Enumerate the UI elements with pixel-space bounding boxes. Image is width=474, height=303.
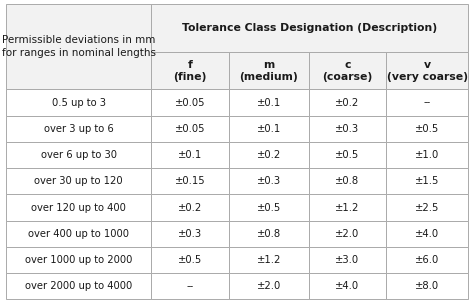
Text: over 120 up to 400: over 120 up to 400 [31, 202, 126, 212]
Text: --: -- [424, 98, 431, 108]
Text: over 400 up to 1000: over 400 up to 1000 [28, 229, 129, 239]
Text: ±2.0: ±2.0 [257, 281, 281, 291]
Bar [309, 221, 386, 247]
Bar [386, 195, 468, 221]
Text: ±0.5: ±0.5 [178, 255, 202, 265]
Text: ±0.2: ±0.2 [335, 98, 360, 108]
Bar [386, 221, 468, 247]
Text: 0.5 up to 3: 0.5 up to 3 [52, 98, 106, 108]
Text: ±6.0: ±6.0 [415, 255, 439, 265]
Bar [229, 52, 309, 89]
Bar [309, 52, 386, 89]
Bar [386, 116, 468, 142]
Text: c
(coarse): c (coarse) [322, 60, 373, 82]
Bar [229, 221, 309, 247]
Text: m
(medium): m (medium) [239, 60, 298, 82]
Text: ±1.2: ±1.2 [335, 202, 360, 212]
Bar [229, 273, 309, 299]
Text: ±0.1: ±0.1 [257, 124, 281, 134]
Bar [151, 4, 468, 52]
Text: Permissible deviations in mm
for ranges in nominal lengths: Permissible deviations in mm for ranges … [1, 35, 155, 58]
Bar [6, 273, 151, 299]
Bar [386, 52, 468, 89]
Text: ±0.05: ±0.05 [175, 124, 205, 134]
Text: ±4.0: ±4.0 [415, 229, 439, 239]
Text: ±2.5: ±2.5 [415, 202, 439, 212]
Bar [309, 247, 386, 273]
Text: ±2.0: ±2.0 [335, 229, 360, 239]
Bar [6, 116, 151, 142]
Bar [229, 247, 309, 273]
Bar [386, 273, 468, 299]
Bar [386, 142, 468, 168]
Bar [6, 142, 151, 168]
Bar [309, 89, 386, 116]
Bar [151, 168, 229, 195]
Bar [6, 4, 151, 89]
Text: ±0.2: ±0.2 [178, 202, 202, 212]
Text: v
(very coarse): v (very coarse) [387, 60, 468, 82]
Bar [151, 52, 229, 89]
Text: ±0.8: ±0.8 [257, 229, 281, 239]
Bar [229, 116, 309, 142]
Text: ±1.2: ±1.2 [256, 255, 281, 265]
Text: ±3.0: ±3.0 [336, 255, 359, 265]
Bar [6, 89, 151, 116]
Text: ±0.2: ±0.2 [257, 150, 281, 160]
Text: over 6 up to 30: over 6 up to 30 [41, 150, 117, 160]
Bar [229, 142, 309, 168]
Bar [386, 89, 468, 116]
Bar [6, 195, 151, 221]
Bar [6, 221, 151, 247]
Text: ±1.0: ±1.0 [415, 150, 439, 160]
Text: f
(fine): f (fine) [173, 60, 207, 82]
Bar [309, 195, 386, 221]
Bar [151, 247, 229, 273]
Bar [309, 273, 386, 299]
Text: ±0.5: ±0.5 [335, 150, 360, 160]
Bar [151, 221, 229, 247]
Text: ±0.3: ±0.3 [336, 124, 359, 134]
Text: Tolerance Class Designation (Description): Tolerance Class Designation (Description… [182, 23, 438, 33]
Text: ±0.1: ±0.1 [178, 150, 202, 160]
Bar [6, 247, 151, 273]
Bar [309, 142, 386, 168]
Text: over 30 up to 120: over 30 up to 120 [34, 176, 123, 186]
Bar [151, 273, 229, 299]
Bar [229, 195, 309, 221]
Text: over 1000 up to 2000: over 1000 up to 2000 [25, 255, 132, 265]
Text: over 2000 up to 4000: over 2000 up to 4000 [25, 281, 132, 291]
Bar [309, 116, 386, 142]
Text: --: -- [187, 281, 194, 291]
Text: ±0.3: ±0.3 [178, 229, 202, 239]
Text: ±0.05: ±0.05 [175, 98, 205, 108]
Text: ±0.5: ±0.5 [415, 124, 439, 134]
Text: ±8.0: ±8.0 [415, 281, 439, 291]
Bar [6, 168, 151, 195]
Text: over 3 up to 6: over 3 up to 6 [44, 124, 113, 134]
Bar [151, 195, 229, 221]
Bar [151, 89, 229, 116]
Text: ±0.8: ±0.8 [336, 176, 359, 186]
Text: ±0.5: ±0.5 [257, 202, 281, 212]
Bar [151, 116, 229, 142]
Text: ±0.3: ±0.3 [257, 176, 281, 186]
Text: ±1.5: ±1.5 [415, 176, 439, 186]
Bar [386, 247, 468, 273]
Bar [229, 168, 309, 195]
Text: ±0.15: ±0.15 [175, 176, 205, 186]
Bar [309, 168, 386, 195]
Text: ±0.1: ±0.1 [257, 98, 281, 108]
Bar [386, 168, 468, 195]
Bar [151, 142, 229, 168]
Text: ±4.0: ±4.0 [336, 281, 359, 291]
Bar [229, 89, 309, 116]
